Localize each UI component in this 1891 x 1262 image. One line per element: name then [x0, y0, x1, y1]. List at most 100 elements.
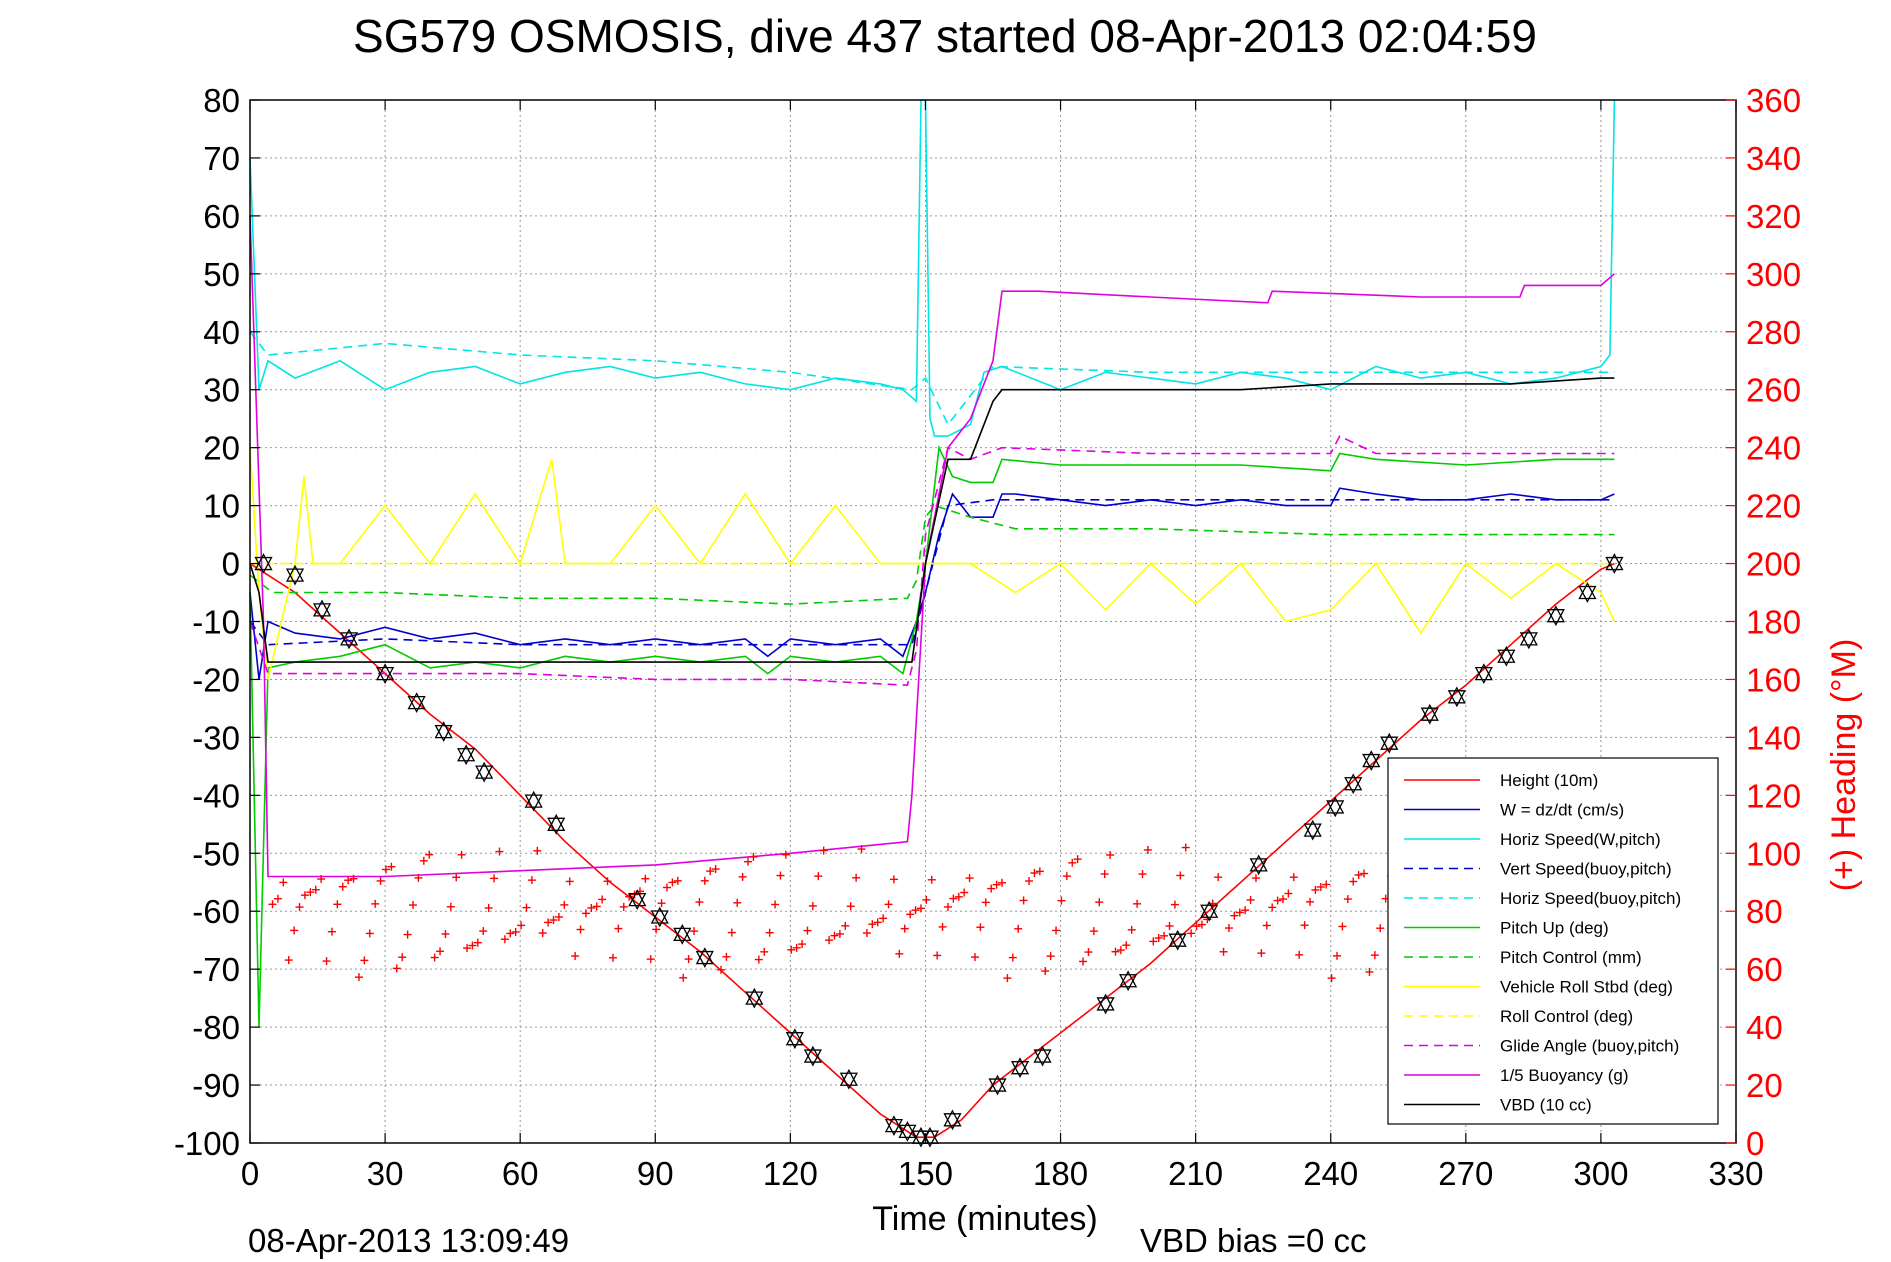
profile-marker [785, 1028, 804, 1050]
heading-point [922, 895, 931, 904]
series-pitch-control-mm [249, 504, 1615, 605]
heading-point [619, 902, 628, 911]
heading-point [1111, 947, 1120, 956]
heading-point [825, 936, 834, 945]
heading-point [452, 873, 461, 882]
heading-point [873, 918, 882, 927]
heading-point [311, 885, 320, 894]
x-axis-label: Time (minutes) [872, 1200, 1097, 1238]
heading-point [965, 874, 974, 883]
y2-tick-label: 40 [1746, 1009, 1783, 1046]
heading-point [603, 877, 612, 886]
legend-item: 1/5 Buoyancy (g) [1404, 1066, 1629, 1085]
heading-point [987, 884, 996, 893]
heading-point [284, 956, 293, 965]
heading-point [1138, 870, 1147, 879]
heading-point [376, 876, 385, 885]
heading-point [565, 877, 574, 886]
y2-tick-label: 300 [1746, 256, 1801, 293]
heading-point [1230, 911, 1239, 920]
y2-tick-label: 0 [1746, 1125, 1764, 1162]
heading-point [560, 900, 569, 909]
profile-marker [1096, 993, 1115, 1015]
heading-point [409, 901, 418, 910]
heading-point [1035, 867, 1044, 876]
heading-point [1106, 851, 1115, 860]
heading-point [327, 927, 336, 936]
heading-point [765, 928, 774, 937]
heading-point [906, 910, 915, 919]
heading-point [1116, 946, 1125, 955]
profile-marker [1546, 605, 1565, 627]
y2-tick-label: 280 [1746, 314, 1801, 351]
series-glide-angle-buoy-pitch [249, 435, 1615, 687]
heading-point [1268, 903, 1277, 912]
heading-point [760, 947, 769, 956]
heading-point [1257, 949, 1266, 958]
heading-point [425, 850, 434, 859]
x-tick-label: 210 [1168, 1155, 1223, 1192]
heading-point [1046, 952, 1055, 961]
heading-point [300, 891, 309, 900]
timestamp-footer: 08-Apr-2013 13:09:49 [248, 1222, 569, 1259]
profile-marker [673, 924, 692, 945]
heading-point [554, 912, 563, 921]
heading-point [835, 929, 844, 938]
heading-point [1197, 920, 1206, 929]
x-tick-label: 150 [898, 1155, 953, 1192]
heading-point [1041, 967, 1050, 976]
profile-marker [547, 813, 566, 835]
heading-point [349, 874, 358, 883]
heading-point [992, 880, 1001, 889]
heading-point [1273, 896, 1282, 905]
heading-point [549, 916, 558, 925]
heading-point [484, 903, 493, 912]
heading-point [744, 857, 753, 866]
y-tick-label: 40 [203, 314, 240, 351]
legend-label: Pitch Control (mm) [1500, 948, 1642, 967]
heading-point [727, 928, 736, 937]
y2-tick-label: 20 [1746, 1067, 1783, 1104]
heading-point [500, 935, 509, 944]
heading-point [1181, 843, 1190, 852]
heading-point [581, 909, 590, 918]
heading-point [819, 846, 828, 855]
profile-marker [839, 1068, 858, 1090]
heading-point [998, 878, 1007, 887]
heading-point [830, 931, 839, 940]
heading-point [1327, 974, 1336, 983]
heading-point [1160, 931, 1169, 940]
heading-point [814, 872, 823, 881]
heading-point [1311, 885, 1320, 894]
heading-point [608, 953, 617, 962]
heading-point [808, 901, 817, 910]
heading-point [463, 944, 472, 953]
heading-point [338, 882, 347, 891]
vbd-bias-footer: VBD bias =0 cc [1140, 1222, 1367, 1259]
profile-marker [1474, 663, 1493, 685]
profile-marker [1605, 553, 1624, 574]
heading-point [290, 926, 299, 935]
heading-point [846, 902, 855, 911]
profile-marker [434, 721, 453, 742]
heading-point [430, 953, 439, 962]
legend-item: Height (10m) [1404, 771, 1598, 790]
y2-tick-label: 160 [1746, 661, 1801, 698]
heading-point [981, 898, 990, 907]
y2-tick-label: 200 [1746, 546, 1801, 583]
marker-layer [254, 553, 1624, 1148]
heading-point [852, 873, 861, 882]
heading-point [792, 943, 801, 952]
heading-point [1084, 948, 1093, 957]
heading-point [268, 900, 277, 909]
heading-point [495, 847, 504, 856]
heading-point [571, 952, 580, 961]
y-tick-label: 10 [203, 488, 240, 525]
legend-label: Glide Angle (buoy,pitch) [1500, 1037, 1679, 1056]
heading-point [533, 846, 542, 855]
heading-point [900, 924, 909, 933]
y-tick-label: -20 [192, 661, 240, 698]
y-tick-label: 0 [222, 546, 240, 583]
heading-point [787, 945, 796, 954]
profile-marker [475, 761, 494, 783]
